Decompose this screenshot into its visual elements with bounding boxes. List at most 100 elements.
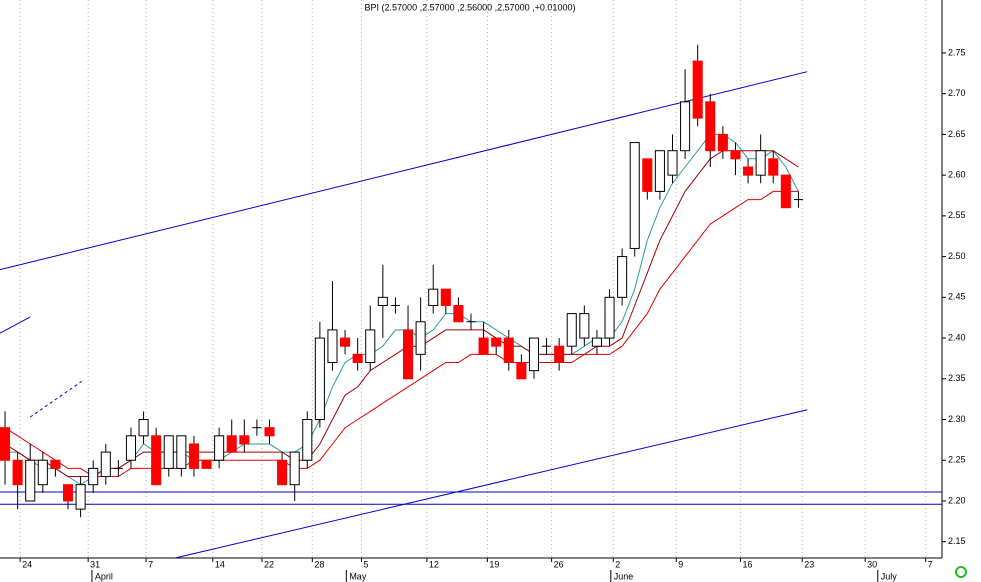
candle-body <box>755 150 766 176</box>
status-icon <box>955 566 967 578</box>
candle-body <box>768 158 779 176</box>
y-tick-label: 2.55 <box>948 210 966 220</box>
month-label: June <box>614 571 634 581</box>
candle-body <box>705 101 716 152</box>
candle-body <box>503 337 514 363</box>
candle-body <box>730 150 741 160</box>
x-tick-label: 14 <box>215 559 225 569</box>
candle-body <box>453 304 464 323</box>
x-tick-label: 28 <box>314 559 324 569</box>
candle-body <box>125 435 137 461</box>
candle-body <box>478 337 489 355</box>
candle-body <box>654 150 665 192</box>
x-tick-label: 2 <box>615 559 620 569</box>
y-tick-label: 2.75 <box>948 47 966 57</box>
month-label: May <box>349 571 367 581</box>
candle-body <box>680 101 691 152</box>
y-tick-label: 2.15 <box>948 536 966 546</box>
candle-body <box>743 166 754 176</box>
candle-body <box>604 296 615 339</box>
candle-body <box>88 467 99 486</box>
candle-body <box>226 435 237 453</box>
candle-body <box>579 313 590 339</box>
x-tick-label: 23 <box>804 559 814 569</box>
candle-body <box>201 459 212 469</box>
candle-body <box>327 329 338 363</box>
x-tick-label: 24 <box>22 559 32 569</box>
candle-body <box>617 256 628 298</box>
x-tick-label: 16 <box>743 559 753 569</box>
y-tick-label: 2.60 <box>948 170 966 180</box>
y-tick-label: 2.20 <box>948 495 966 505</box>
y-tick-label: 2.40 <box>948 332 966 342</box>
moving-average <box>4 150 799 477</box>
candle-body <box>188 443 199 469</box>
month-label: July <box>881 571 898 581</box>
y-tick-label: 2.45 <box>948 292 966 302</box>
candle-body <box>62 484 74 502</box>
trend-line <box>0 316 31 334</box>
candle-body <box>37 459 48 486</box>
candle-body <box>289 451 300 486</box>
y-tick-label: 2.25 <box>948 455 966 465</box>
x-tick-label: 19 <box>489 559 499 569</box>
x-tick-label: 22 <box>264 559 274 569</box>
candle-body <box>25 459 36 502</box>
candle-body <box>277 459 288 486</box>
candle-body <box>528 337 540 372</box>
candle-body <box>151 435 162 486</box>
x-tick-label: 7 <box>928 559 933 569</box>
y-tick-label: 2.50 <box>948 251 966 261</box>
moving-average <box>4 190 799 477</box>
x-tick-label: 7 <box>148 559 153 569</box>
candle-body <box>516 361 527 380</box>
candle-body <box>780 174 791 209</box>
candle-body <box>138 419 149 437</box>
y-tick-label: 2.65 <box>948 129 966 139</box>
candle-body <box>352 353 363 363</box>
candle-body <box>314 337 325 421</box>
candle-body <box>302 419 313 461</box>
candle-body <box>491 337 502 347</box>
candle-body <box>377 296 388 306</box>
candle-body <box>340 337 351 347</box>
candle-body <box>415 321 426 355</box>
candle-body <box>629 142 640 249</box>
moving-average <box>5 133 799 486</box>
candle-body <box>100 451 111 478</box>
y-tick-label: 2.70 <box>948 88 966 98</box>
candle-body <box>239 435 250 445</box>
candle-body <box>428 288 439 306</box>
x-tick-label: 26 <box>554 559 564 569</box>
candle-body <box>566 313 577 347</box>
candle-body <box>163 435 174 469</box>
candle-body <box>214 435 225 461</box>
candle-body <box>692 60 703 119</box>
x-tick-label: 9 <box>678 559 683 569</box>
x-tick-label: 5 <box>363 559 368 569</box>
candle-body <box>642 158 653 192</box>
candle-body <box>440 288 451 306</box>
candle-body <box>717 133 728 152</box>
candle-body <box>50 459 61 469</box>
candle-body <box>0 427 11 461</box>
trend-line <box>29 380 83 418</box>
y-tick-label: 2.35 <box>948 373 966 383</box>
month-label: April <box>95 571 113 581</box>
candle-body <box>264 427 275 437</box>
candle-body <box>365 329 376 363</box>
candle-body <box>176 435 187 469</box>
candle-body <box>75 484 86 510</box>
x-tick-label: 30 <box>867 559 877 569</box>
candle-body <box>402 329 414 380</box>
chart-title: BPI (2.57000 ,2.57000 ,2.56000 ,2.57000 … <box>365 2 576 12</box>
x-tick-label: 31 <box>90 559 100 569</box>
trend-line <box>174 409 808 559</box>
trend-line <box>0 71 808 271</box>
candle-body <box>12 459 23 486</box>
x-tick-label: 12 <box>429 559 439 569</box>
candle-body <box>667 150 678 176</box>
